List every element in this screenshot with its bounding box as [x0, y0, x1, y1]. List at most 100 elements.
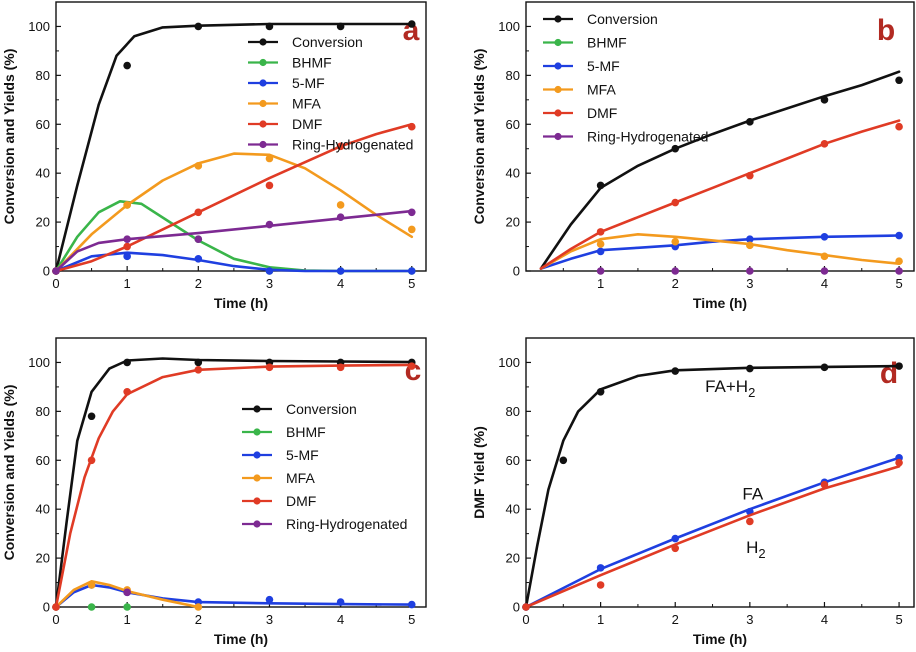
series-line [54, 363, 414, 609]
data-point [336, 201, 345, 209]
chart-panel-d: 0 1 2 3 4 5 0 20 40 60 80 100 Time (h) DMF Yield (%) d… [471, 337, 915, 647]
legend-label: MFA [292, 96, 321, 112]
series-line [54, 123, 414, 273]
data-point [596, 388, 605, 396]
data-point [407, 122, 416, 131]
data-point [820, 267, 829, 275]
series-ring-hydrogenated [52, 208, 416, 275]
legend-label: BHMF [587, 35, 627, 51]
data-point [671, 267, 680, 275]
data-point [407, 267, 416, 275]
data-point [820, 96, 829, 104]
series-conversion [539, 70, 903, 270]
x-axis-label: Time (h) [693, 295, 747, 311]
data-point [671, 544, 680, 553]
y-tick-label: 100 [28, 355, 50, 370]
data-point [746, 517, 754, 526]
legend-marker [554, 38, 562, 47]
x-tick-label: 3 [746, 612, 753, 627]
plot-frame [525, 337, 915, 608]
data-point [336, 213, 345, 221]
data-point [194, 365, 203, 374]
y-tick-label: 0 [513, 264, 520, 279]
data-point [265, 181, 274, 190]
series-line [524, 456, 901, 609]
x-tick-label: 3 [266, 612, 273, 627]
data-point [895, 76, 903, 85]
plot-frame [55, 337, 427, 608]
series-bhmf [87, 603, 131, 611]
series-ring-hydrogenated [596, 267, 903, 275]
y-axis-label: Conversion and Yields (%) [471, 49, 487, 225]
y-tick-label: 40 [36, 166, 50, 181]
y-tick-label: 40 [506, 502, 520, 517]
x-tick-label: 4 [821, 612, 828, 627]
data-point [820, 232, 829, 241]
data-point [820, 140, 829, 148]
series-line [524, 364, 901, 609]
data-point [596, 228, 605, 236]
x-axis-label: Time (h) [693, 631, 747, 647]
series-conversion [52, 357, 416, 611]
legend-marker [259, 140, 267, 149]
x-tick-label: 0 [522, 612, 529, 627]
y-tick-label: 60 [36, 117, 50, 132]
data-point [123, 61, 131, 70]
data-point [336, 142, 345, 151]
y-tick-label: 40 [506, 166, 520, 181]
data-point [123, 235, 131, 244]
data-point [407, 208, 416, 217]
series-line [54, 357, 414, 609]
x-tick-label: 1 [124, 276, 131, 291]
legend-marker [259, 58, 267, 67]
x-tick-label: 4 [337, 276, 344, 291]
x-tick-label: 5 [895, 612, 902, 627]
panel-letter: d [880, 357, 898, 390]
data-point [596, 581, 605, 589]
data-point [746, 364, 754, 373]
legend-marker [259, 99, 267, 108]
x-tick-label: 1 [597, 276, 604, 291]
legend-label: DMF [292, 116, 322, 132]
annotation-label: FA [742, 484, 763, 503]
x-tick-label: 0 [52, 612, 59, 627]
data-point [52, 267, 60, 275]
data-point [265, 595, 274, 604]
x-tick-label: 2 [195, 276, 202, 291]
y-tick-label: 60 [506, 117, 520, 132]
data-point [559, 456, 568, 465]
data-point [194, 603, 203, 611]
legend-marker [259, 38, 267, 46]
data-point [671, 198, 680, 207]
y-tick-label: 0 [43, 264, 50, 279]
data-point [895, 267, 903, 275]
y-axis-label: Conversion and Yields (%) [1, 385, 17, 561]
data-point [194, 254, 203, 263]
series-line [54, 152, 414, 273]
legend-label: 5-MF [587, 58, 620, 74]
annotation-label: FA+H2 [705, 377, 755, 400]
legend-label: BHMF [292, 55, 332, 71]
data-point [123, 388, 131, 396]
legend-marker [259, 120, 267, 128]
data-point [596, 240, 605, 248]
data-point [820, 363, 829, 372]
data-point [123, 603, 131, 611]
legend-label: 5-MF [292, 75, 325, 91]
data-point [336, 267, 345, 275]
series-fa-h2 [522, 362, 903, 611]
y-tick-label: 80 [506, 404, 520, 419]
chart-panel-c: 0 1 2 3 4 5 0 20 40 60 80 100 Time (h) Conversion and… [1, 337, 427, 647]
series-line [54, 579, 200, 609]
legend-label: Ring-Hydrogenated [587, 129, 708, 145]
y-tick-label: 60 [36, 453, 50, 468]
data-point [671, 144, 680, 153]
legend-label: Ring-Hydrogenated [292, 137, 413, 153]
y-tick-label: 100 [28, 19, 50, 34]
data-point [596, 247, 605, 256]
data-point [746, 241, 754, 250]
legend-label: DMF [587, 105, 617, 121]
y-tick-label: 100 [498, 355, 520, 370]
panel-letter: b [877, 14, 895, 47]
